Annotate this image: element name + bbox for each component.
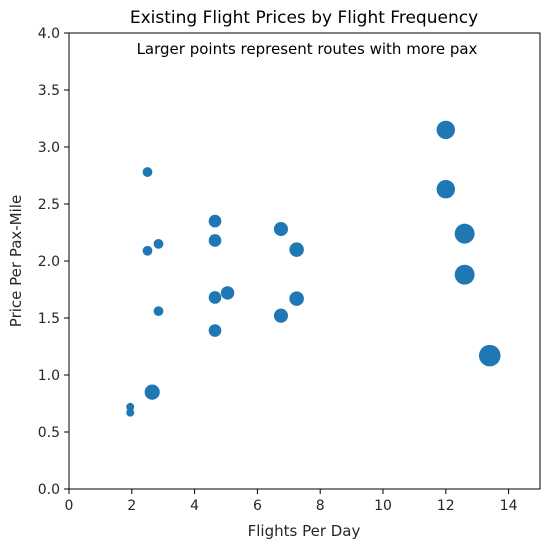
x-tick-label-4: 4: [190, 498, 199, 514]
x-tick-label-0: 0: [65, 498, 74, 514]
data-point-7: [144, 384, 160, 400]
data-point-5: [153, 239, 164, 249]
data-point-2: [126, 408, 135, 417]
data-point-8: [208, 214, 222, 228]
data-point-12: [220, 286, 235, 300]
y-tick-label-3.0: 3.0: [38, 140, 60, 156]
data-point-16: [289, 291, 304, 306]
y-tick-label-1.5: 1.5: [38, 311, 60, 327]
y-tick-label-1.0: 1.0: [38, 368, 60, 384]
data-point-17: [436, 120, 456, 140]
data-point-18: [436, 179, 456, 199]
data-point-13: [273, 222, 288, 237]
data-point-14: [273, 308, 288, 323]
x-tick-label-14: 14: [500, 498, 518, 514]
data-point-21: [478, 344, 501, 367]
x-axis-label: Flights Per Day: [248, 522, 361, 540]
y-tick-label-4.0: 4.0: [38, 26, 60, 42]
axes: 0 2 4 6 8 10 12 14 0.0 0.5 1.0 1.5 2.0 2.5 3.0 3.5 4.0: [38, 26, 541, 514]
data-point-19: [454, 223, 475, 244]
data-point-4: [142, 245, 153, 256]
chart-title: Existing Flight Prices by Flight Frequen…: [130, 8, 478, 28]
data-point-15: [289, 242, 304, 257]
plot-frame: [68, 32, 541, 490]
data-point-11: [208, 324, 222, 337]
data-point-3: [142, 167, 153, 177]
x-tick-label-2: 2: [127, 498, 136, 514]
data-point-6: [153, 306, 164, 317]
y-tick-label-0.5: 0.5: [38, 425, 60, 441]
chart-annotation: Larger points represent routes with more…: [137, 40, 478, 58]
y-tick-label-2.5: 2.5: [38, 197, 60, 213]
x-tick-label-12: 12: [437, 498, 455, 514]
y-tick-label-3.5: 3.5: [38, 83, 60, 99]
x-tick-label-6: 6: [253, 498, 262, 514]
data-point-1: [126, 402, 135, 411]
y-tick-label-2.0: 2.0: [38, 254, 60, 270]
data-point-9: [208, 234, 222, 247]
y-tick-label-0.0: 0.0: [38, 482, 60, 498]
data-point-20: [454, 264, 475, 285]
data-point-10: [208, 291, 222, 304]
data-points: [126, 120, 501, 417]
x-tick-label-8: 8: [316, 498, 325, 514]
y-axis-label: Price Per Pax-Mile: [7, 195, 25, 327]
x-tick-label-10: 10: [374, 498, 392, 514]
